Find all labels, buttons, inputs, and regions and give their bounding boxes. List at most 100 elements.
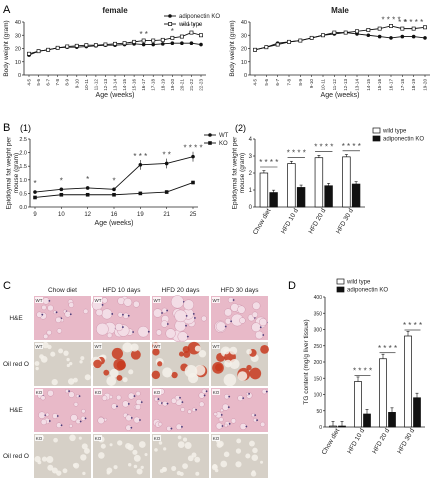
x-tick-label: 12 bbox=[84, 212, 91, 218]
x-axis-label: Age (weeks) bbox=[95, 220, 134, 227]
tissue-droplet bbox=[47, 464, 54, 471]
x-tick-label: 8-9 bbox=[298, 79, 303, 86]
x-tick-label: 9-10 bbox=[74, 79, 79, 89]
histology-tag: KO bbox=[213, 436, 220, 441]
tissue-cell bbox=[101, 297, 108, 304]
x-tick-label: 10-11 bbox=[321, 79, 326, 91]
tissue-cell bbox=[198, 401, 205, 408]
histology-image bbox=[93, 388, 150, 432]
y-tick-label: 0 bbox=[249, 205, 253, 211]
x-tick-label: 19-20 bbox=[170, 79, 175, 91]
tissue-nucleus bbox=[78, 395, 81, 397]
x-tick-label: 11-12 bbox=[93, 79, 98, 91]
histology-tag: WT bbox=[95, 298, 102, 303]
tissue-droplet bbox=[195, 471, 200, 476]
tissue-droplet bbox=[162, 367, 173, 378]
x-tick-label: Chow diet bbox=[252, 207, 273, 236]
y-axis-label: mouse (gram) bbox=[239, 153, 246, 193]
tissue-nucleus bbox=[101, 303, 104, 306]
tissue-droplet bbox=[72, 463, 77, 468]
tissue-droplet bbox=[252, 447, 258, 454]
bar bbox=[324, 185, 333, 208]
tissue-cell bbox=[127, 392, 135, 400]
bar bbox=[314, 157, 324, 208]
histology-tag-bg bbox=[212, 389, 220, 395]
x-axis-label: Age (weeks) bbox=[321, 92, 360, 99]
data-point bbox=[27, 51, 31, 56]
tissue-cell bbox=[224, 308, 233, 317]
tissue-droplet bbox=[236, 438, 242, 444]
x-tick-label: 10 bbox=[58, 212, 65, 218]
histology-tag-bg bbox=[153, 389, 161, 395]
histology-tag: KO bbox=[154, 390, 161, 395]
x-tick-label: 19 bbox=[137, 212, 144, 218]
tissue-droplet bbox=[113, 358, 126, 371]
histology-tag-bg bbox=[212, 343, 220, 349]
tissue-droplet bbox=[111, 347, 124, 360]
tissue-nucleus bbox=[140, 401, 143, 404]
x-tick-label: 12-13 bbox=[103, 79, 108, 91]
x-tick-label: HFD 20 d bbox=[308, 207, 328, 235]
y-tick-label: 40 bbox=[15, 20, 21, 26]
x-tick-label: 17-18 bbox=[151, 79, 156, 91]
significance-mark: * bbox=[60, 176, 63, 185]
histology-column-label: Chow diet bbox=[48, 287, 77, 294]
y-tick-label: 2 bbox=[249, 171, 253, 177]
tissue-cell bbox=[96, 322, 109, 336]
x-tick-label: HFD 30 d bbox=[335, 207, 355, 235]
histology-row-label: Oil red O bbox=[3, 361, 29, 368]
tissue-cell bbox=[252, 301, 261, 310]
tissue-cell bbox=[259, 318, 268, 327]
tissue-nucleus bbox=[181, 401, 184, 403]
data-point bbox=[355, 29, 359, 34]
data-point bbox=[122, 41, 127, 46]
tissue-droplet bbox=[133, 464, 138, 469]
tissue-droplet bbox=[136, 468, 143, 475]
tissue-nucleus bbox=[166, 309, 169, 312]
significance-mark: * bbox=[171, 27, 174, 36]
histology-tag-bg bbox=[35, 297, 43, 303]
data-point bbox=[389, 36, 393, 40]
y-tick-label: 50 bbox=[316, 409, 322, 415]
tissue-cell bbox=[160, 320, 169, 328]
tissue-droplet bbox=[116, 374, 123, 381]
x-tick-label: 14-15 bbox=[122, 79, 127, 91]
tissue-nucleus bbox=[157, 398, 160, 400]
tissue-nucleus bbox=[69, 313, 72, 316]
tissue-droplet bbox=[194, 345, 201, 352]
tissue-droplet bbox=[83, 448, 90, 454]
tissue-droplet bbox=[260, 460, 264, 464]
tissue-droplet bbox=[109, 443, 113, 447]
tissue-droplet bbox=[138, 441, 146, 448]
tissue-nucleus bbox=[60, 424, 63, 427]
x-tick-label: 18-19 bbox=[411, 79, 416, 91]
tissue-droplet bbox=[106, 467, 113, 474]
tissue-cell bbox=[165, 328, 176, 339]
histology-tag-bg bbox=[153, 343, 161, 349]
tissue-droplet bbox=[171, 371, 178, 379]
tissue-droplet bbox=[187, 455, 194, 462]
tissue-cell bbox=[133, 416, 141, 424]
tissue-droplet bbox=[198, 349, 207, 358]
tissue-droplet bbox=[34, 456, 41, 463]
tissue-droplet bbox=[163, 447, 167, 451]
data-point bbox=[113, 41, 117, 46]
tissue-nucleus bbox=[254, 414, 257, 417]
data-point bbox=[112, 192, 116, 197]
tissue-nucleus bbox=[170, 427, 173, 430]
histology-tag-bg bbox=[94, 389, 102, 395]
tissue-droplet bbox=[157, 361, 163, 367]
tissue-droplet bbox=[113, 465, 118, 470]
tissue-droplet bbox=[237, 371, 248, 381]
tissue-nucleus bbox=[265, 390, 268, 393]
tissue-cell bbox=[255, 330, 264, 340]
tissue-droplet bbox=[122, 342, 133, 353]
tissue-nucleus bbox=[203, 394, 206, 397]
tissue-droplet bbox=[251, 470, 256, 474]
tissue-cell bbox=[64, 311, 71, 318]
tissue-nucleus bbox=[193, 317, 196, 319]
tissue-droplet bbox=[184, 442, 192, 449]
series-line bbox=[254, 32, 426, 51]
significance-mark: * * bbox=[139, 30, 147, 39]
